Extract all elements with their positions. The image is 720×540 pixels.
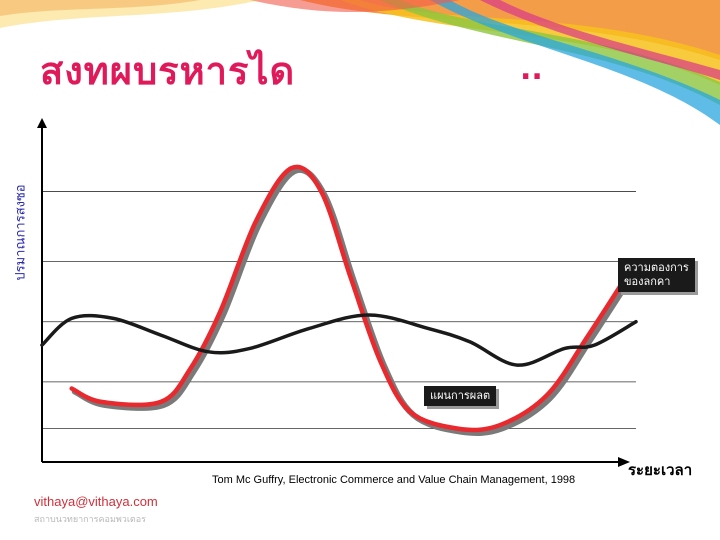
title-ellipsis: .. <box>520 52 543 87</box>
demand-callout-line-1: ความตองการ <box>624 261 689 274</box>
production-callout: แผนการผลต <box>424 386 497 406</box>
y-axis-label: ปรมาณการสงซอ <box>13 184 29 281</box>
demand-callout-line-2: ของลกคา <box>624 275 671 288</box>
series-line-production <box>69 164 639 433</box>
grid-lines <box>42 191 636 430</box>
x-axis-arrowhead <box>618 457 630 467</box>
page-title: สงทผบรหารได <box>40 49 296 93</box>
footer-subtitle: สถาบนวทยาการคอมพวเตอร <box>34 514 147 524</box>
axes <box>37 118 630 467</box>
series-layer <box>40 164 642 436</box>
footer-email: vithaya@vithaya.com <box>34 494 158 509</box>
source-citation: Tom Mc Guffry, Electronic Commerce and V… <box>212 474 576 486</box>
x-axis-label: ระยะเวลา <box>628 461 693 479</box>
y-axis-arrowhead <box>37 118 47 128</box>
series-line-demand <box>40 313 638 367</box>
demand-callout: ความตองการ ของลกคา <box>618 258 695 292</box>
decorative-banner <box>0 0 720 125</box>
